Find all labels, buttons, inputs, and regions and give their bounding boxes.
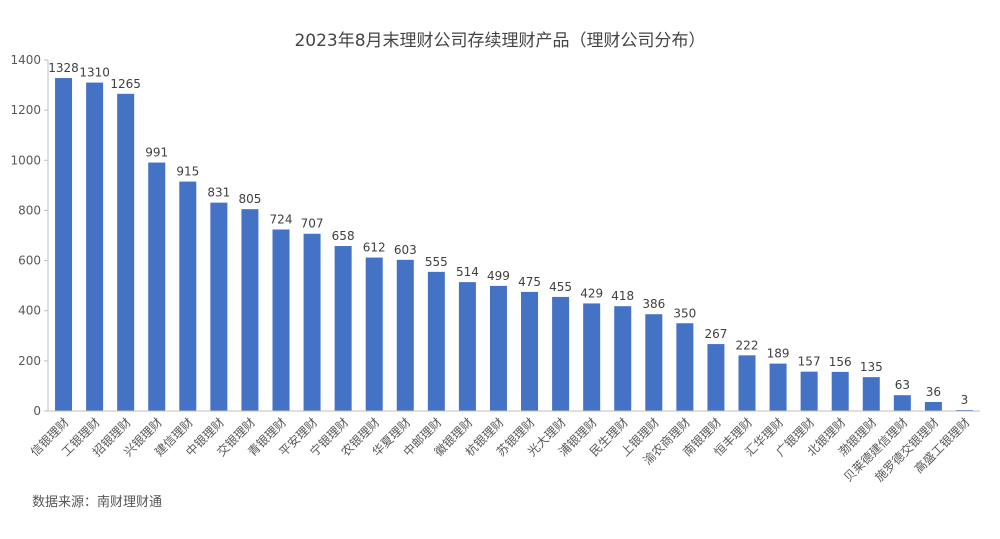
bar (241, 209, 259, 411)
bar (272, 229, 290, 411)
data-label: 514 (456, 265, 479, 279)
data-label: 612 (363, 241, 386, 255)
data-label: 603 (394, 243, 417, 257)
bar (521, 291, 539, 411)
data-label: 455 (549, 280, 572, 294)
chart-title: 2023年8月末理财公司存续理财产品（理财公司分布） (294, 31, 706, 51)
bar (552, 296, 570, 411)
bar (396, 259, 414, 411)
data-label: 429 (580, 286, 603, 300)
data-label: 555 (425, 255, 448, 269)
y-tick-label: 0 (33, 404, 41, 418)
bar (55, 78, 73, 412)
bar (831, 371, 849, 411)
bar (334, 246, 352, 411)
y-tick-label: 200 (18, 354, 41, 368)
bar (707, 344, 725, 411)
y-tick-label: 1200 (10, 103, 41, 117)
bar (179, 181, 197, 411)
data-label: 831 (207, 186, 230, 200)
bar (583, 303, 601, 411)
bar (862, 377, 880, 411)
data-label: 267 (704, 327, 727, 341)
data-label: 991 (145, 146, 168, 160)
data-label: 1265 (110, 77, 141, 91)
y-tick-label: 1000 (10, 153, 41, 167)
bar (924, 401, 942, 411)
source-note: 数据来源：南财理财通 (32, 495, 163, 510)
data-label: 499 (487, 269, 510, 283)
bar (303, 233, 321, 411)
data-label: 707 (301, 217, 324, 231)
data-label: 36 (926, 385, 941, 399)
data-label: 135 (860, 360, 883, 374)
data-label: 189 (767, 347, 790, 361)
data-label: 475 (518, 275, 541, 289)
bar (458, 282, 476, 411)
data-label: 3 (961, 393, 969, 407)
bar (365, 257, 383, 411)
bar (800, 371, 818, 411)
data-label: 386 (642, 297, 665, 311)
y-tick-label: 600 (18, 254, 41, 268)
data-label: 63 (895, 378, 910, 392)
data-label: 658 (332, 229, 355, 243)
x-axis: 信银理财工银理财招银理财兴银理财建信理财中银理财交银理财青银理财平安理财宁银理财… (28, 410, 980, 485)
data-label: 805 (238, 192, 261, 206)
bar (738, 355, 756, 411)
bars (55, 78, 973, 412)
data-label: 418 (611, 289, 634, 303)
bar (769, 363, 787, 411)
bar (86, 82, 104, 412)
bar (148, 162, 166, 411)
data-label: 1328 (48, 61, 79, 75)
y-tick-label: 400 (18, 304, 41, 318)
data-label: 222 (736, 338, 759, 352)
bar (645, 314, 663, 411)
data-label: 1310 (79, 66, 110, 80)
y-tick-label: 1400 (10, 53, 41, 67)
bar (117, 93, 135, 411)
data-label: 724 (270, 212, 293, 226)
y-tick-label: 800 (18, 203, 41, 217)
data-label: 157 (798, 355, 821, 369)
bar (676, 323, 694, 411)
data-label: 915 (176, 165, 199, 179)
bar (210, 202, 228, 411)
bar (614, 306, 632, 411)
bar (489, 285, 507, 411)
bar (893, 395, 911, 411)
data-label: 350 (673, 306, 696, 320)
data-label: 156 (829, 355, 852, 369)
bar (427, 271, 445, 411)
y-axis: 0 200 400 600 800 1000 1200 1400 (10, 53, 49, 418)
